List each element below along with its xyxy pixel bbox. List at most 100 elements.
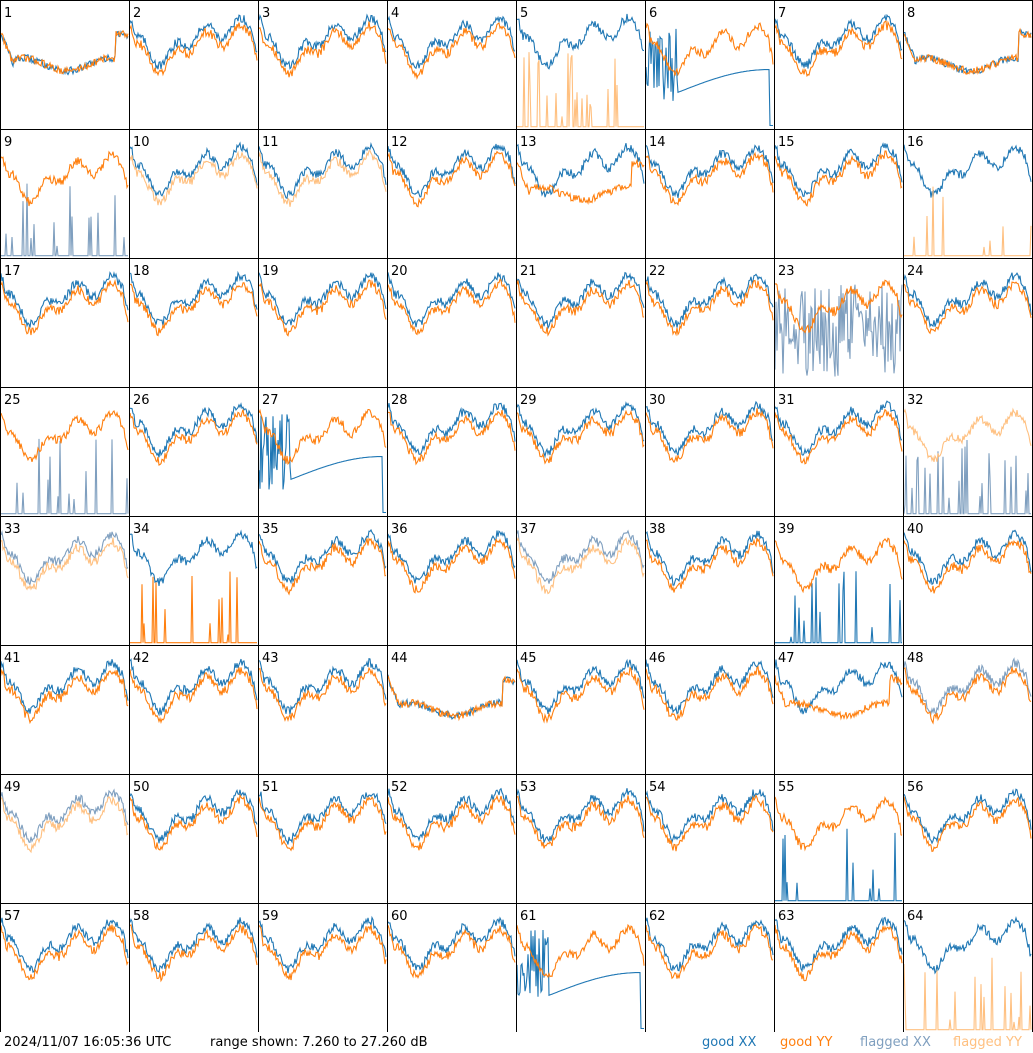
panel-number: 31 — [778, 393, 795, 408]
panel-frame — [0, 387, 130, 517]
legend-good-yy: good YY — [780, 1035, 833, 1050]
panel-number: 37 — [520, 522, 537, 537]
good-yy-line — [1, 669, 129, 725]
good-yy-line — [646, 151, 774, 206]
panel-3: 3 — [258, 0, 388, 130]
good-xx-line — [388, 787, 516, 842]
good-yy-line — [388, 675, 516, 722]
panel-number: 51 — [262, 780, 279, 795]
flagged-yy-line — [517, 52, 644, 128]
good-yy-line — [1, 924, 129, 981]
panel-number: 2 — [133, 6, 141, 21]
panel-number: 20 — [391, 264, 408, 279]
panel-lines — [646, 530, 774, 593]
good-xx-line — [388, 143, 516, 198]
good-yy-line — [1, 410, 129, 463]
panel-lines — [259, 13, 387, 78]
panel-number: 33 — [4, 522, 21, 537]
panel-lines — [646, 659, 774, 721]
legend-flagged-yy: flagged YY — [953, 1035, 1022, 1050]
good-xx-line — [130, 529, 258, 586]
panel-lines — [1, 271, 129, 336]
flagged-xx-line — [1, 530, 129, 587]
good-xx-line — [259, 915, 387, 974]
panel-frame — [516, 258, 646, 388]
panel-63: 63 — [774, 903, 904, 1032]
good-yy-line — [517, 158, 645, 205]
panel-58: 58 — [129, 903, 259, 1032]
panel-5: 5 — [516, 0, 646, 130]
panel-number: 17 — [4, 264, 21, 279]
good-yy-line — [517, 923, 645, 979]
good-xx-line — [646, 789, 774, 844]
flagged-xx-line — [517, 529, 645, 584]
panel-28: 28 — [387, 387, 517, 517]
panel-number: 36 — [391, 522, 408, 537]
panel-number: 56 — [907, 780, 924, 795]
panel-lines — [517, 923, 645, 1030]
panel-number: 25 — [4, 393, 21, 408]
panel-lines — [1, 530, 129, 591]
panel-lines — [259, 142, 387, 207]
panel-number: 41 — [4, 651, 21, 666]
timestamp: 2024/11/07 16:05:36 UTC — [4, 1035, 172, 1050]
panel-lines — [904, 407, 1032, 515]
panel-frame — [387, 774, 517, 904]
panel-number: 43 — [262, 651, 279, 666]
flagged-yy-line — [904, 186, 1032, 257]
good-xx-line — [517, 929, 644, 1030]
good-yy-line — [904, 27, 1032, 75]
good-xx-line — [517, 658, 645, 714]
panel-47: 47 — [774, 645, 904, 775]
panel-36: 36 — [387, 516, 517, 646]
good-xx-line — [775, 13, 903, 69]
good-xx-line — [259, 658, 387, 715]
good-xx-line — [775, 828, 902, 902]
good-xx-line — [130, 657, 258, 717]
panel-number: 49 — [4, 780, 21, 795]
good-xx-line — [259, 13, 387, 70]
good-xx-line — [646, 273, 774, 328]
panel-lines — [1, 659, 129, 725]
panel-number: 13 — [520, 135, 537, 150]
panel-lines — [646, 400, 774, 464]
good-xx-line — [259, 791, 387, 845]
flagged-yy-line — [517, 536, 645, 595]
panel-number: 52 — [391, 780, 408, 795]
panel-number: 1 — [4, 6, 12, 21]
panel-lines — [1, 788, 129, 854]
good-xx-line — [517, 143, 645, 198]
panel-frame — [903, 774, 1033, 904]
panel-46: 46 — [645, 645, 775, 775]
good-yy-line — [388, 538, 516, 594]
panel-lines — [388, 143, 516, 208]
panel-29: 29 — [516, 387, 646, 517]
good-xx-line — [904, 529, 1032, 586]
panel-10: 10 — [129, 129, 259, 259]
panel-lines — [517, 13, 644, 128]
good-xx-line — [1, 271, 129, 328]
panel-number: 50 — [133, 780, 150, 795]
panel-number: 61 — [520, 909, 537, 924]
good-yy-line — [130, 922, 258, 983]
panel-lines — [130, 917, 258, 983]
good-yy-line — [646, 924, 774, 980]
good-xx-line — [646, 530, 774, 586]
panel-number: 21 — [520, 264, 537, 279]
good-yy-line — [388, 150, 516, 208]
flagged-yy-line — [1, 795, 129, 854]
good-yy-line — [259, 796, 387, 852]
panel-number: 24 — [907, 264, 924, 279]
good-xx-line — [1, 917, 129, 973]
panel-frame — [903, 0, 1033, 130]
panel-number: 19 — [262, 264, 279, 279]
good-xx-line — [130, 14, 258, 70]
panel-57: 57 — [0, 903, 130, 1032]
panel-frame — [129, 774, 259, 904]
good-xx-line — [130, 789, 258, 844]
panel-number: 64 — [907, 909, 924, 924]
panel-number: 45 — [520, 651, 537, 666]
range-label: range shown: 7.260 to 27.260 dB — [210, 1035, 428, 1050]
panel-60: 60 — [387, 903, 517, 1032]
panel-13: 13 — [516, 129, 646, 259]
